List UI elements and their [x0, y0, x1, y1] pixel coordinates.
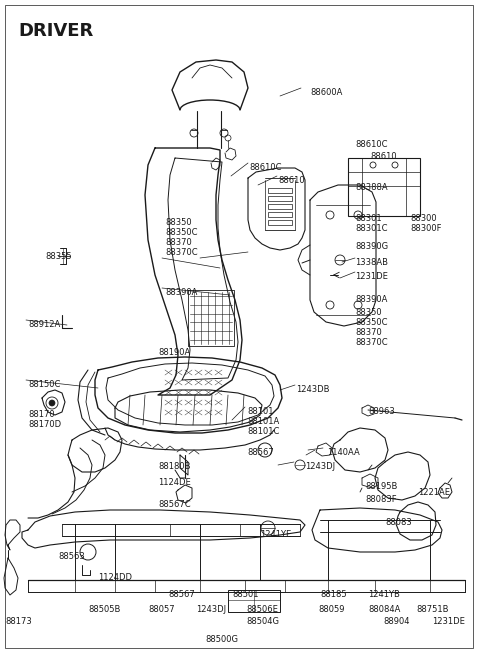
Text: 88350: 88350 [165, 218, 192, 227]
Text: DRIVER: DRIVER [18, 22, 93, 40]
Text: 88150C: 88150C [28, 380, 60, 389]
Text: 88350C: 88350C [165, 228, 197, 237]
Text: 88101C: 88101C [247, 427, 279, 436]
Text: 88084A: 88084A [368, 605, 400, 614]
Text: 88170D: 88170D [28, 420, 61, 429]
Text: 88500G: 88500G [205, 635, 239, 644]
Text: 1241YE: 1241YE [260, 530, 291, 539]
Text: 88370: 88370 [165, 238, 192, 247]
Bar [268, 204, 292, 209]
Text: 88301C: 88301C [355, 224, 387, 233]
Text: 88904: 88904 [383, 617, 409, 626]
Text: 88083: 88083 [385, 518, 412, 527]
Text: 88173: 88173 [5, 617, 32, 626]
Text: 1241YB: 1241YB [368, 590, 400, 599]
Text: 88390A: 88390A [165, 288, 197, 297]
Text: 88504G: 88504G [246, 617, 279, 626]
Circle shape [49, 400, 55, 406]
Text: 1221AE: 1221AE [418, 488, 450, 497]
Text: 88370: 88370 [355, 328, 382, 337]
Text: 88505B: 88505B [88, 605, 120, 614]
Text: 88300F: 88300F [410, 224, 442, 233]
Bar [268, 196, 292, 201]
Text: 88501: 88501 [232, 590, 259, 599]
Text: 88300: 88300 [410, 214, 437, 223]
Text: 1243DJ: 1243DJ [196, 605, 226, 614]
Text: 1124DD: 1124DD [98, 573, 132, 582]
Text: 1338AB: 1338AB [355, 258, 388, 267]
Text: 1140AA: 1140AA [327, 448, 360, 457]
Text: 88170: 88170 [28, 410, 55, 419]
Bar [268, 212, 292, 217]
Text: 88350C: 88350C [355, 318, 387, 327]
Text: 88059: 88059 [318, 605, 345, 614]
Text: 88610: 88610 [370, 152, 396, 161]
Text: 1231DE: 1231DE [355, 272, 388, 281]
Text: 88185: 88185 [320, 590, 347, 599]
Text: 88101: 88101 [247, 407, 274, 416]
Bar [268, 188, 292, 193]
Text: 1124DE: 1124DE [158, 478, 191, 487]
Text: 88083F: 88083F [365, 495, 396, 504]
Text: 88506E: 88506E [246, 605, 278, 614]
Text: 88567: 88567 [168, 590, 195, 599]
Text: 88610C: 88610C [355, 140, 387, 149]
Text: 88912A: 88912A [28, 320, 60, 329]
Text: 88388A: 88388A [355, 183, 388, 192]
Text: 88355: 88355 [45, 252, 72, 261]
Text: 88567C: 88567C [158, 500, 191, 509]
Text: 88370C: 88370C [165, 248, 198, 257]
Text: 88370C: 88370C [355, 338, 388, 347]
Text: 88600A: 88600A [310, 88, 342, 97]
Text: 1231DE: 1231DE [432, 617, 465, 626]
Bar [268, 220, 292, 225]
Text: 88567: 88567 [247, 448, 274, 457]
Text: 88190A: 88190A [158, 348, 190, 357]
Text: 88610: 88610 [278, 176, 305, 185]
Text: 88390G: 88390G [355, 242, 388, 251]
Text: 88180B: 88180B [158, 462, 191, 471]
Text: 88751B: 88751B [416, 605, 448, 614]
Bar [228, 590, 280, 612]
Text: 88963: 88963 [368, 407, 395, 416]
Text: 1243DB: 1243DB [296, 385, 329, 394]
Text: 88301: 88301 [355, 214, 382, 223]
Bar [348, 158, 420, 216]
Text: 88390A: 88390A [355, 295, 387, 304]
Text: 1243DJ: 1243DJ [305, 462, 335, 471]
Text: 88610C: 88610C [249, 163, 281, 172]
Text: 88350: 88350 [355, 308, 382, 317]
Text: 88101A: 88101A [247, 417, 279, 426]
Text: 88057: 88057 [148, 605, 175, 614]
Text: 88563: 88563 [58, 552, 85, 561]
Text: 88195B: 88195B [365, 482, 397, 491]
